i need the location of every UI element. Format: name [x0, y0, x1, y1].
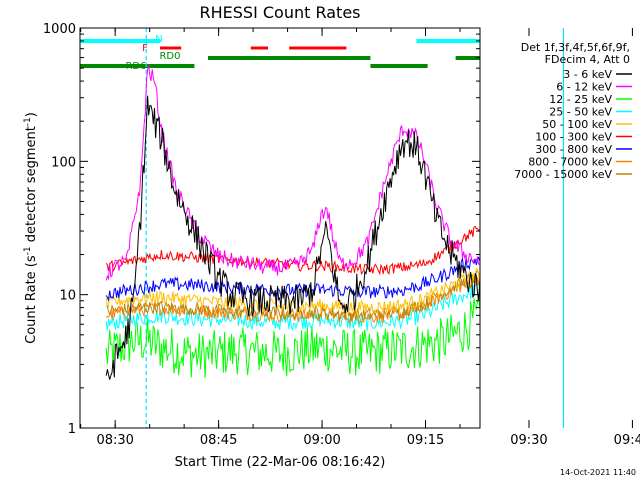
flag-label-rd6: RD6 — [125, 61, 146, 72]
data-series — [105, 65, 481, 380]
series-line — [105, 294, 481, 379]
legend-header-line-2: FDecim 4, Att 0 — [545, 53, 630, 66]
flag-label-rd0: RD0 — [159, 51, 180, 62]
series-line — [105, 225, 480, 276]
legend-entry-label: 300 - 800 keV — [535, 143, 612, 156]
legend-entry-label: 25 - 50 keV — [549, 106, 612, 119]
series-line — [105, 256, 481, 303]
legend-entry-label: 50 - 100 keV — [542, 118, 612, 131]
x-axis-ticks: 08:30 08:45 09:00 09:15 09:30 09:45 — [80, 28, 640, 448]
y-axis-label-mid: detector segment — [24, 126, 39, 246]
series-line — [105, 268, 481, 316]
series-line — [105, 65, 480, 281]
legend-entry-label: 3 - 6 keV — [563, 68, 612, 81]
x-tick-label: 08:45 — [200, 433, 237, 448]
legend-entry-label: 12 - 25 keV — [549, 93, 612, 106]
y-axis-label: Count Rate (s-1 detector segment-1) — [23, 112, 39, 344]
footer-timestamp: 14-Oct-2021 11:40 — [560, 468, 636, 477]
status-flags: NF RD0 RD6 — [80, 34, 480, 72]
legend-entry-label: 7000 - 15000 keV — [514, 168, 612, 181]
x-tick-label: 09:30 — [510, 433, 547, 448]
y-tick-label: 10 — [59, 289, 76, 304]
flag-label-f: F — [142, 43, 148, 54]
y-axis-label-sup1: -1 — [23, 246, 33, 255]
x-tick-label: 09:00 — [303, 433, 340, 448]
series-line — [105, 95, 481, 380]
chart-title: RHESSI Count Rates — [200, 3, 361, 22]
flag-label-n: N — [155, 34, 162, 45]
x-tick-label: 09:15 — [407, 433, 444, 448]
series-line — [105, 275, 481, 325]
x-tick-label: 09:45 — [614, 433, 640, 448]
series-line — [105, 280, 481, 332]
legend-entry-label: 6 - 12 keV — [556, 81, 612, 94]
legend-entry-label: 100 - 300 keV — [535, 131, 612, 144]
y-tick-label: 1 — [68, 422, 76, 437]
x-axis-label: Start Time (22-Mar-06 08:16:42) — [175, 455, 386, 470]
y-axis-label-main: Count Rate (s — [24, 255, 39, 344]
y-axis-ticks: 1 10 100 1000 — [43, 22, 480, 437]
y-tick-label: 1000 — [43, 22, 76, 37]
y-tick-label: 100 — [51, 155, 76, 170]
y-axis-label-sup2: -1 — [23, 117, 33, 126]
legend-entry-label: 800 - 7000 keV — [528, 156, 612, 169]
plot-frame — [79, 27, 481, 429]
x-tick-label: 08:30 — [96, 433, 133, 448]
series-line — [105, 270, 481, 321]
y-axis-label-end: ) — [24, 112, 39, 117]
legend-header-line-1: Det 1f,3f,4f,5f,6f,9f, — [521, 41, 630, 54]
legend: Det 1f,3f,4f,5f,6f,9f, FDecim 4, Att 0 3… — [514, 41, 632, 181]
